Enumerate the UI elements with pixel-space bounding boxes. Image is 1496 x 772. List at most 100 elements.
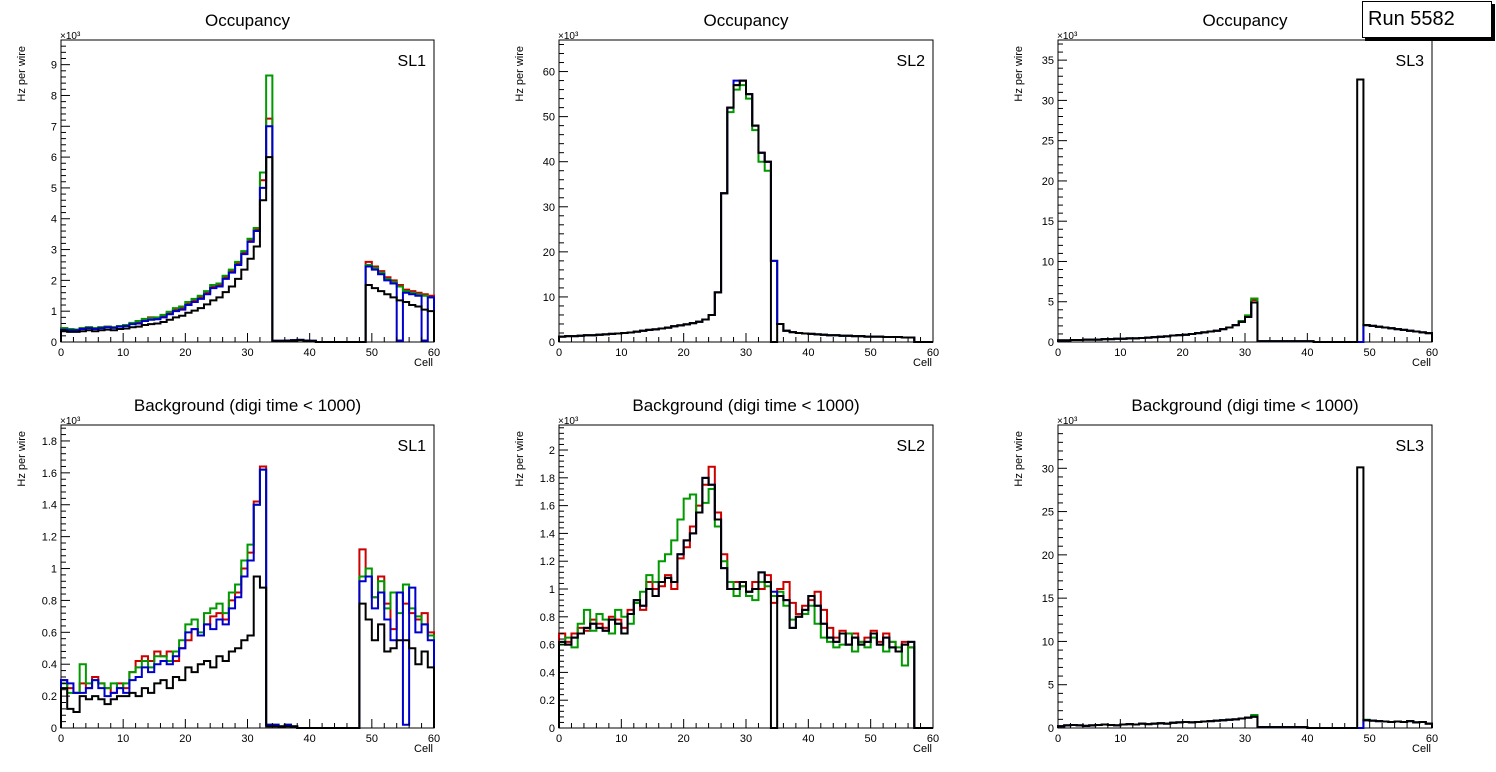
y-axis-label: Hz per wire — [16, 46, 28, 102]
x-tick-label: 60 — [927, 733, 939, 745]
y-tick-label: 15 — [1042, 593, 1054, 605]
y-tick-label: 0 — [51, 337, 57, 349]
x-axis-label: Cell — [1412, 357, 1431, 369]
y-tick-label: 1 — [549, 584, 555, 596]
chart-title: Background (digi time < 1000) — [134, 396, 361, 415]
y-tick-label: 0.4 — [540, 667, 555, 679]
x-tick-label: 0 — [1055, 733, 1061, 745]
x-tick-label: 40 — [802, 733, 814, 745]
x-tick-label: 40 — [1301, 347, 1313, 359]
x-tick-label: 40 — [304, 733, 316, 745]
x-axis-label: Cell — [1412, 743, 1431, 755]
y-exponent-label: ×10³ — [60, 31, 81, 42]
y-tick-label: 0.6 — [540, 640, 555, 652]
x-axis-label: Cell — [414, 743, 433, 755]
y-tick-label: 0.4 — [42, 659, 57, 671]
y-tick-label: 30 — [543, 202, 555, 214]
x-tick-label: 20 — [1177, 733, 1189, 745]
y-axis-label: Hz per wire — [514, 431, 526, 487]
y-tick-label: 1.6 — [42, 468, 57, 480]
series-red-line — [558, 79, 933, 343]
plot-frame — [558, 424, 934, 729]
x-tick-label: 0 — [58, 347, 64, 359]
y-tick-label: 0.6 — [42, 627, 57, 639]
y-axis-label: Hz per wire — [1013, 46, 1025, 102]
y-tick-label: 0 — [1048, 337, 1054, 349]
y-tick-label: 1.4 — [540, 528, 555, 540]
series-blue-line — [558, 79, 933, 343]
y-tick-label: 15 — [1042, 216, 1054, 228]
x-tick-label: 10 — [117, 733, 129, 745]
x-tick-label: 60 — [1426, 733, 1438, 745]
series-black-line — [558, 79, 933, 343]
chart-title: Background (digi time < 1000) — [1131, 396, 1358, 415]
x-tick-label: 20 — [1177, 347, 1189, 359]
series-red-line — [558, 465, 933, 729]
chart-panel-2: Occupancy 0 10 20 30 40 50 60 0 10 20 30 40 50 60 ×10³ C… — [514, 11, 939, 369]
x-tick-label: 60 — [1426, 347, 1438, 359]
y-tick-label: 20 — [1042, 550, 1054, 562]
superlayer-label: SL1 — [398, 438, 427, 455]
x-tick-label: 50 — [366, 347, 378, 359]
y-exponent-label: ×10³ — [558, 416, 579, 427]
y-tick-label: 1.2 — [540, 556, 555, 568]
plot-frame — [1057, 39, 1433, 343]
y-tick-label: 25 — [1042, 507, 1054, 519]
x-tick-label: 0 — [556, 347, 562, 359]
x-axis-label: Cell — [414, 357, 433, 369]
y-exponent-label: ×10³ — [1057, 416, 1078, 427]
x-tick-label: 30 — [1239, 733, 1251, 745]
series-black-line — [60, 575, 435, 729]
y-axis-label: Hz per wire — [1013, 431, 1025, 487]
x-tick-label: 0 — [1055, 347, 1061, 359]
y-tick-label: 2 — [51, 275, 57, 287]
superlayer-label: SL2 — [897, 438, 926, 455]
superlayer-label: SL2 — [897, 53, 926, 70]
x-tick-label: 30 — [740, 733, 752, 745]
y-tick-label: 8 — [51, 90, 57, 102]
y-tick-label: 6 — [51, 152, 57, 164]
y-tick-label: 1.6 — [540, 501, 555, 513]
x-axis-label: Cell — [913, 357, 932, 369]
x-tick-label: 50 — [366, 733, 378, 745]
x-tick-label: 20 — [179, 733, 191, 745]
y-tick-label: 3 — [51, 245, 57, 257]
x-tick-label: 10 — [1114, 347, 1126, 359]
chart-panel-1: Occupancy 0 10 20 30 40 50 60 0 1 2 3 4 5 6 7 8 9 ×10³ Cell… — [16, 11, 440, 369]
y-tick-label: 1 — [51, 306, 57, 318]
y-axis-label: Hz per wire — [514, 46, 526, 102]
y-tick-label: 20 — [1042, 176, 1054, 188]
y-tick-label: 35 — [1042, 55, 1054, 67]
y-tick-label: 1.8 — [540, 473, 555, 485]
x-tick-label: 50 — [1364, 347, 1376, 359]
y-tick-label: 60 — [543, 67, 555, 79]
x-tick-label: 0 — [58, 733, 64, 745]
y-axis-label: Hz per wire — [16, 431, 28, 487]
y-tick-label: 5 — [1048, 680, 1054, 692]
chart-panel-4: Background (digi time < 1000)0 10 20 30 40 50… — [16, 396, 440, 755]
y-tick-label: 7 — [51, 121, 57, 133]
y-tick-label: 40 — [543, 157, 555, 169]
run-label: Run 5582 — [1362, 1, 1492, 38]
x-tick-label: 50 — [865, 347, 877, 359]
y-tick-label: 10 — [1042, 636, 1054, 648]
x-tick-label: 60 — [428, 733, 440, 745]
y-tick-label: 1.8 — [42, 436, 57, 448]
series-black-line — [1057, 78, 1433, 343]
x-tick-label: 30 — [241, 347, 253, 359]
chart-title: Occupancy — [703, 11, 789, 30]
y-tick-label: 30 — [1042, 463, 1054, 475]
y-tick-label: 1 — [51, 564, 57, 576]
y-tick-label: 4 — [51, 214, 57, 226]
y-tick-label: 0.2 — [540, 695, 555, 707]
plot-frame — [60, 39, 435, 343]
x-tick-label: 10 — [615, 347, 627, 359]
chart-panel-6: Background (digi time < 1000)0 10 20 30 40 50… — [1013, 396, 1438, 755]
x-tick-label: 30 — [740, 347, 752, 359]
y-tick-label: 1.4 — [42, 500, 57, 512]
y-tick-label: 0 — [549, 723, 555, 735]
x-tick-label: 60 — [428, 347, 440, 359]
y-tick-label: 1.2 — [42, 532, 57, 544]
y-tick-label: 5 — [51, 183, 57, 195]
series-blue-line — [60, 125, 435, 343]
